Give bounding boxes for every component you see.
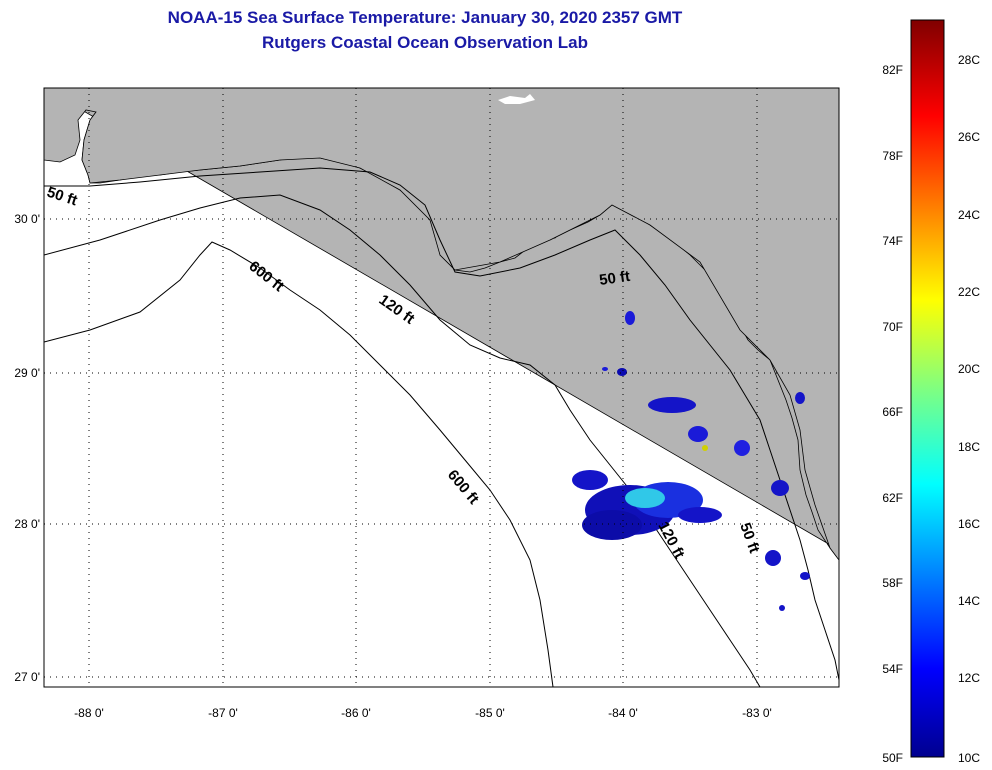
colorbar-f-label: 58F (882, 576, 903, 590)
colorbar-c-label: 16C (958, 517, 980, 531)
map-subtitle: Rutgers Coastal Ocean Observation Lab (262, 33, 588, 52)
colorbar-c-label: 12C (958, 671, 980, 685)
colorbar-f-label: 70F (882, 320, 903, 334)
lat-tick-label: 30 0' (14, 212, 40, 226)
contour-label-50ft-east: 50 ft (598, 268, 631, 289)
lat-tick-label: 27 0' (14, 670, 40, 684)
colorbar-c-label: 28C (958, 53, 980, 67)
sst-patches (572, 311, 810, 611)
colorbar-f-label: 74F (882, 234, 903, 248)
lat-tick-label: 29 0' (14, 366, 40, 380)
panhandle-land (44, 88, 839, 561)
latitude-ticks: 30 0' 29 0' 28 0' 27 0' (14, 212, 40, 684)
lon-tick-label: -85 0' (475, 706, 505, 720)
longitude-ticks: -88 0' -87 0' -86 0' -85 0' -84 0' -83 0… (74, 706, 772, 720)
colorbar-f-label: 66F (882, 405, 903, 419)
colorbar-c-label: 10C (958, 751, 980, 765)
contour-50ft (44, 167, 839, 681)
colorbar-c-label: 22C (958, 285, 980, 299)
map-title: NOAA-15 Sea Surface Temperature: January… (167, 8, 683, 27)
colorbar-c-label: 18C (958, 440, 980, 454)
colorbar-c-label: 26C (958, 130, 980, 144)
colorbar-f-label: 54F (882, 662, 903, 676)
lon-tick-label: -86 0' (341, 706, 371, 720)
colorbar-c-label: 24C (958, 208, 980, 222)
colorbar (910, 19, 945, 758)
contour-120ft (44, 194, 761, 687)
lon-tick-label: -87 0' (208, 706, 238, 720)
colorbar-f-label: 62F (882, 491, 903, 505)
colorbar-f-label: 78F (882, 149, 903, 163)
colorbar-c-label: 20C (958, 362, 980, 376)
colorbar-celsius-labels: 28C 26C 24C 22C 20C 18C 16C 14C 12C 10C (958, 53, 980, 765)
colorbar-fahrenheit-labels: 82F 78F 74F 70F 66F 62F 58F 54F 50F (882, 63, 903, 765)
graticule (44, 88, 839, 687)
contour-600ft (44, 241, 554, 687)
lon-tick-label: -84 0' (608, 706, 638, 720)
colorbar-f-label: 50F (882, 751, 903, 765)
lat-tick-label: 28 0' (14, 517, 40, 531)
colorbar-f-label: 82F (882, 63, 903, 77)
lon-tick-label: -88 0' (74, 706, 104, 720)
lon-tick-label: -83 0' (742, 706, 772, 720)
colorbar-c-label: 14C (958, 594, 980, 608)
